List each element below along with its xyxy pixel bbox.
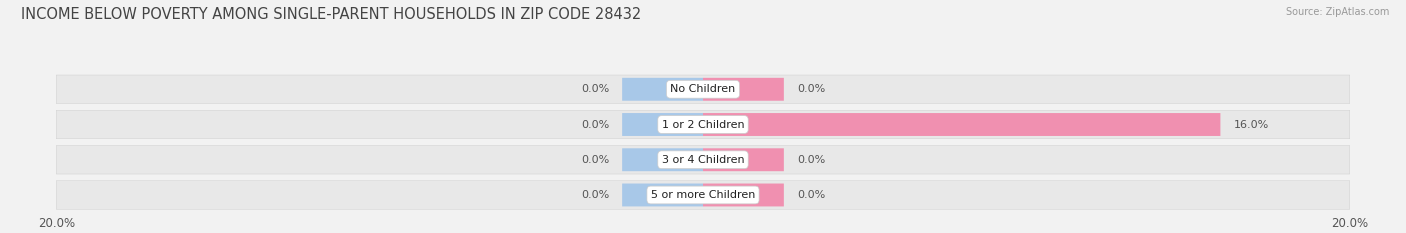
FancyBboxPatch shape	[623, 78, 703, 101]
FancyBboxPatch shape	[623, 113, 703, 136]
Text: 0.0%: 0.0%	[581, 84, 609, 94]
FancyBboxPatch shape	[56, 181, 1350, 209]
Text: INCOME BELOW POVERTY AMONG SINGLE-PARENT HOUSEHOLDS IN ZIP CODE 28432: INCOME BELOW POVERTY AMONG SINGLE-PARENT…	[21, 7, 641, 22]
FancyBboxPatch shape	[703, 184, 785, 206]
Text: No Children: No Children	[671, 84, 735, 94]
Text: 3 or 4 Children: 3 or 4 Children	[662, 155, 744, 165]
Text: 1 or 2 Children: 1 or 2 Children	[662, 120, 744, 130]
Text: 0.0%: 0.0%	[581, 190, 609, 200]
FancyBboxPatch shape	[703, 78, 785, 101]
Text: 0.0%: 0.0%	[797, 155, 825, 165]
Text: 5 or more Children: 5 or more Children	[651, 190, 755, 200]
Text: 0.0%: 0.0%	[581, 120, 609, 130]
Text: 0.0%: 0.0%	[797, 190, 825, 200]
Text: 0.0%: 0.0%	[581, 155, 609, 165]
FancyBboxPatch shape	[56, 110, 1350, 139]
FancyBboxPatch shape	[703, 148, 785, 171]
FancyBboxPatch shape	[56, 145, 1350, 174]
FancyBboxPatch shape	[56, 75, 1350, 103]
FancyBboxPatch shape	[623, 184, 703, 206]
Text: 16.0%: 16.0%	[1233, 120, 1268, 130]
Text: Source: ZipAtlas.com: Source: ZipAtlas.com	[1285, 7, 1389, 17]
FancyBboxPatch shape	[623, 148, 703, 171]
Text: 0.0%: 0.0%	[797, 84, 825, 94]
FancyBboxPatch shape	[703, 113, 1220, 136]
